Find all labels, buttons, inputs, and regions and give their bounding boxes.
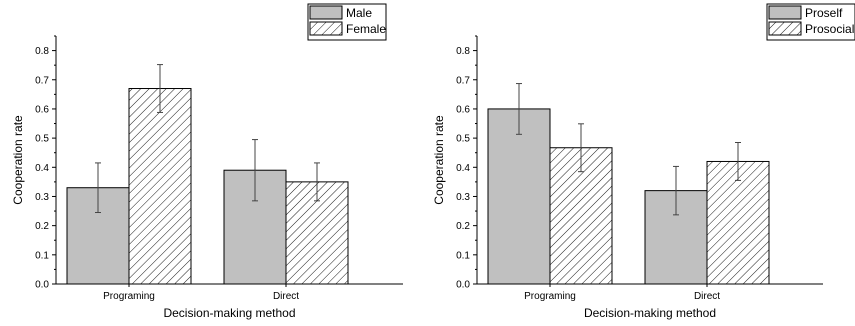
y-tick-label: 0.6	[456, 104, 470, 115]
x-axis-title: Decision-making method	[163, 306, 295, 320]
y-axis-title: Cooperation rate	[432, 115, 446, 205]
legend-label-female: Female	[346, 22, 386, 36]
y-tick-label: 0.7	[35, 75, 49, 86]
y-tick-label: 0.5	[35, 134, 49, 145]
x-tick-label-programing: Programing	[103, 291, 155, 302]
y-tick-label: 0.4	[456, 163, 470, 174]
legend-swatch-female	[309, 21, 343, 36]
y-tick-label: 0.8	[35, 46, 49, 57]
legend: Male Female	[307, 3, 387, 41]
chart-social-value: 0.0 0.1 0.2 0.3 0.4 0.5 0.6 0.7 0.8 Programing Dir…	[432, 3, 855, 320]
legend-swatch-prosocial	[768, 21, 802, 36]
y-tick-label: 0.8	[456, 46, 470, 57]
legend: Proself Prosocial	[766, 3, 855, 41]
y-tick-label: 0.1	[35, 250, 49, 261]
y-tick-label: 0.3	[35, 192, 49, 203]
x-tick-label-direct: Direct	[273, 291, 299, 302]
y-tick-label: 0.4	[35, 163, 49, 174]
legend-label-prosocial: Prosocial	[805, 22, 854, 36]
legend-swatch-male	[309, 5, 343, 20]
y-tick-label: 0.7	[456, 75, 470, 86]
chart-gender: 0.0 0.1 0.2 0.3 0.4 0.5 0.6 0.7 0.8 Programing Dir…	[11, 3, 403, 320]
bar-female-programing	[128, 88, 192, 285]
x-tick-label-direct: Direct	[694, 291, 720, 302]
y-tick-label: 0.0	[35, 280, 49, 291]
y-tick-label: 0.3	[456, 192, 470, 203]
y-tick-label: 0.1	[456, 250, 470, 261]
y-axis-title: Cooperation rate	[11, 115, 25, 205]
bar-prosocial-direct	[706, 160, 770, 285]
bar-proself-programing	[487, 108, 551, 285]
legend-label-proself: Proself	[805, 6, 843, 20]
y-tick-label: 0.0	[456, 280, 470, 291]
x-axis-title: Decision-making method	[584, 306, 716, 320]
y-tick-label: 0.5	[456, 134, 470, 145]
y-tick-label: 0.2	[456, 221, 470, 232]
legend-swatch-proself	[768, 5, 802, 20]
y-tick-label: 0.2	[35, 221, 49, 232]
y-tick-label: 0.6	[35, 104, 49, 115]
x-tick-label-programing: Programing	[524, 291, 576, 302]
legend-label-male: Male	[346, 6, 372, 20]
